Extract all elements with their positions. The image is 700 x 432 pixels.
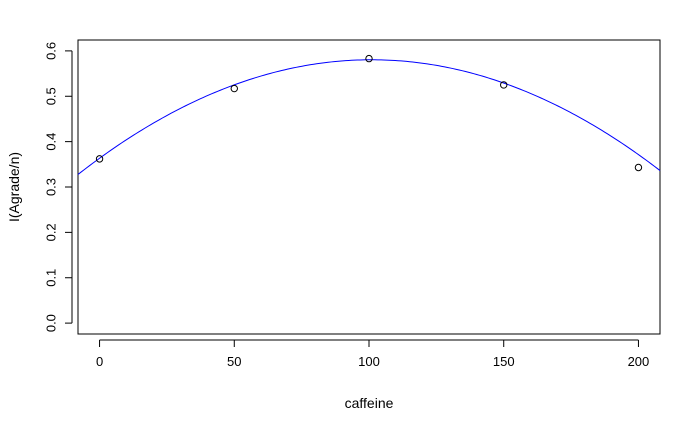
fitted-curve-layer <box>77 59 661 175</box>
y-axis: 0.0 0.1 0.2 0.3 0.4 0.5 0.6 <box>44 42 73 332</box>
data-point <box>500 81 508 89</box>
x-tick-label: 0 <box>96 354 103 369</box>
y-tick-label: 0.6 <box>44 42 59 60</box>
plot-frame <box>77 39 661 335</box>
data-point <box>230 84 238 93</box>
data-points <box>95 54 643 172</box>
data-point <box>95 155 104 163</box>
x-axis: 0 50 100 150 200 <box>96 339 650 369</box>
x-tick-label: 50 <box>227 354 241 369</box>
x-tick-label: 100 <box>358 354 380 369</box>
data-point <box>634 163 643 172</box>
y-tick-label: 0.0 <box>44 314 59 332</box>
x-axis-title: caffeine <box>345 395 394 411</box>
x-tick-label: 150 <box>493 354 515 369</box>
y-tick-label: 0.5 <box>44 87 59 105</box>
y-tick-label: 0.4 <box>44 133 59 151</box>
y-axis-title: I(Agrade/n) <box>6 152 22 222</box>
data-point <box>365 54 373 63</box>
x-tick-label: 200 <box>628 354 650 369</box>
y-tick-label: 0.2 <box>44 223 59 241</box>
y-tick-label: 0.3 <box>44 178 59 196</box>
y-tick-label: 0.1 <box>44 269 59 287</box>
fitted-curve <box>77 59 661 175</box>
